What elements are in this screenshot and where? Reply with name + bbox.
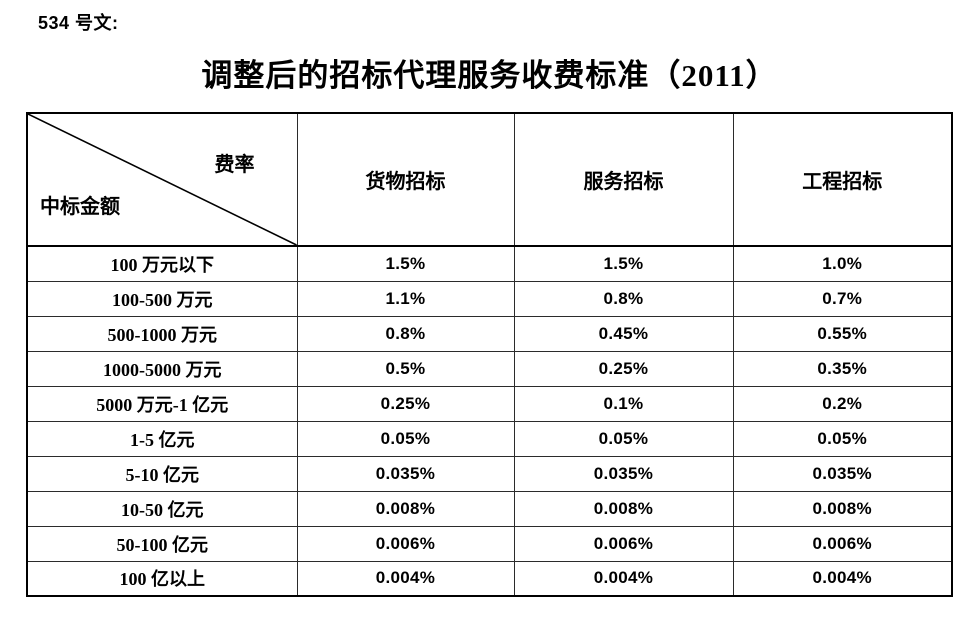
table-row: 1000-5000 万元 0.5% 0.25% 0.35%: [26, 350, 953, 387]
corner-fee-rate-label: 费率: [214, 154, 255, 176]
rate-cell-services: 1.5%: [513, 245, 734, 282]
table-header-row: 费率 中标金额 货物招标 服务招标 工程招标: [26, 112, 953, 247]
rate-cell-engineering: 0.004%: [732, 560, 953, 597]
rate-cell-goods: 1.1%: [296, 280, 515, 317]
rate-cell-engineering: 0.035%: [732, 455, 953, 492]
rate-cell-goods: 0.05%: [296, 420, 515, 457]
rate-cell-goods: 0.5%: [296, 350, 515, 387]
column-header-goods: 货物招标: [296, 112, 515, 247]
row-label-cell: 5000 万元-1 亿元: [26, 385, 298, 422]
rate-cell-engineering: 0.2%: [732, 385, 953, 422]
rate-cell-engineering: 1.0%: [732, 245, 953, 282]
table-row: 10-50 亿元 0.008% 0.008% 0.008%: [26, 490, 953, 527]
row-label-cell: 100-500 万元: [26, 280, 298, 317]
rate-cell-goods: 0.006%: [296, 525, 515, 562]
row-label-cell: 1-5 亿元: [26, 420, 298, 457]
rate-cell-engineering: 0.55%: [732, 315, 953, 352]
table-row: 100 亿以上 0.004% 0.004% 0.004%: [26, 560, 953, 597]
row-label-cell: 50-100 亿元: [26, 525, 298, 562]
table-row: 5000 万元-1 亿元 0.25% 0.1% 0.2%: [26, 385, 953, 422]
rate-cell-goods: 0.25%: [296, 385, 515, 422]
fee-standard-table: 费率 中标金额 货物招标 服务招标 工程招标 100 万元以下 1.5% 1.5…: [26, 112, 953, 597]
rate-cell-services: 0.05%: [513, 420, 734, 457]
rate-cell-goods: 1.5%: [296, 245, 515, 282]
doc-number-label: 534 号文:: [38, 13, 119, 33]
row-label-cell: 100 亿以上: [26, 560, 298, 597]
table-row: 500-1000 万元 0.8% 0.45% 0.55%: [26, 315, 953, 352]
rate-cell-services: 0.008%: [513, 490, 734, 527]
table-row: 100-500 万元 1.1% 0.8% 0.7%: [26, 280, 953, 317]
corner-bid-amount-label: 中标金额: [40, 196, 120, 218]
rate-cell-goods: 0.035%: [296, 455, 515, 492]
diagonal-divider-line: [28, 114, 296, 244]
rate-cell-goods: 0.8%: [296, 315, 515, 352]
row-label-cell: 5-10 亿元: [26, 455, 298, 492]
rate-cell-engineering: 0.35%: [732, 350, 953, 387]
page-title: 调整后的招标代理服务收费标准（2011）: [201, 58, 778, 93]
rate-cell-services: 0.004%: [513, 560, 734, 597]
rate-cell-services: 0.1%: [513, 385, 734, 422]
rate-cell-engineering: 0.7%: [732, 280, 953, 317]
rate-cell-services: 0.25%: [513, 350, 734, 387]
table-row: 50-100 亿元 0.006% 0.006% 0.006%: [26, 525, 953, 562]
table-row: 100 万元以下 1.5% 1.5% 1.0%: [26, 245, 953, 282]
rate-cell-engineering: 0.05%: [732, 420, 953, 457]
column-header-engineering: 工程招标: [732, 112, 953, 247]
row-label-cell: 100 万元以下: [26, 245, 298, 282]
rate-cell-goods: 0.004%: [296, 560, 515, 597]
row-label-cell: 1000-5000 万元: [26, 350, 298, 387]
corner-header-cell: 费率 中标金额: [26, 112, 298, 247]
row-label-cell: 10-50 亿元: [26, 490, 298, 527]
rate-cell-services: 0.8%: [513, 280, 734, 317]
rate-cell-goods: 0.008%: [296, 490, 515, 527]
rate-cell-engineering: 0.008%: [732, 490, 953, 527]
row-label-cell: 500-1000 万元: [26, 315, 298, 352]
rate-cell-engineering: 0.006%: [732, 525, 953, 562]
table-row: 5-10 亿元 0.035% 0.035% 0.035%: [26, 455, 953, 492]
rate-cell-services: 0.006%: [513, 525, 734, 562]
table-row: 1-5 亿元 0.05% 0.05% 0.05%: [26, 420, 953, 457]
column-header-services: 服务招标: [513, 112, 734, 247]
fee-table-body: 100 万元以下 1.5% 1.5% 1.0% 100-500 万元 1.1% …: [26, 245, 953, 597]
rate-cell-services: 0.035%: [513, 455, 734, 492]
rate-cell-services: 0.45%: [513, 315, 734, 352]
